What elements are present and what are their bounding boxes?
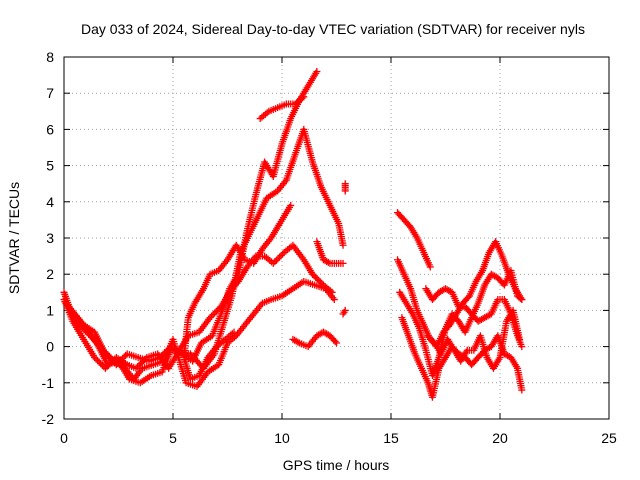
data-point bbox=[132, 364, 140, 372]
data-point bbox=[318, 280, 326, 288]
data-point bbox=[97, 360, 105, 368]
y-tick-label: 7 bbox=[46, 85, 54, 101]
y-tick-labels: -2 -1 0 1 2 3 4 5 6 7 8 bbox=[42, 49, 55, 427]
data-point bbox=[324, 258, 332, 266]
y-tick-label: 6 bbox=[46, 121, 54, 137]
data-point bbox=[91, 353, 99, 361]
plot-frame bbox=[63, 56, 610, 420]
data-point bbox=[339, 241, 347, 249]
y-tick-label: -1 bbox=[42, 375, 55, 391]
y-axis-label: SDTVAR / TECUs bbox=[6, 182, 22, 294]
data-point bbox=[464, 293, 472, 301]
data-point bbox=[115, 358, 123, 366]
data-point bbox=[92, 355, 100, 363]
y-tick-label: 1 bbox=[46, 302, 54, 318]
data-points bbox=[60, 67, 526, 401]
y-tick-label: -2 bbox=[42, 411, 55, 427]
series-track-b bbox=[60, 241, 336, 372]
data-point bbox=[206, 314, 214, 322]
data-point bbox=[119, 354, 127, 362]
y-tick-label: 5 bbox=[46, 158, 54, 174]
data-point bbox=[230, 328, 238, 336]
data-point bbox=[106, 354, 114, 362]
data-point bbox=[94, 357, 102, 365]
data-point bbox=[294, 338, 302, 346]
y-tick-label: 4 bbox=[46, 194, 54, 210]
data-point bbox=[518, 296, 526, 304]
x-tick-label: 0 bbox=[60, 430, 68, 446]
data-point bbox=[159, 350, 167, 358]
series-track-h bbox=[396, 267, 526, 401]
data-point bbox=[101, 364, 109, 372]
data-point bbox=[313, 67, 321, 75]
data-point bbox=[101, 350, 109, 358]
x-tick-label: 10 bbox=[274, 430, 290, 446]
x-tick-label: 15 bbox=[383, 430, 399, 446]
data-point bbox=[122, 351, 130, 359]
data-point bbox=[133, 363, 141, 371]
data-point bbox=[341, 187, 349, 195]
data-point bbox=[516, 335, 524, 343]
data-point bbox=[272, 256, 280, 264]
data-point bbox=[315, 276, 323, 284]
data-point bbox=[120, 353, 128, 361]
series-track-i bbox=[422, 285, 526, 372]
data-point bbox=[277, 252, 285, 260]
series-track-e bbox=[180, 93, 308, 383]
data-point bbox=[333, 339, 340, 347]
data-point bbox=[330, 296, 338, 304]
x-tick-label: 20 bbox=[492, 430, 508, 446]
data-point bbox=[112, 361, 120, 369]
data-point bbox=[103, 351, 111, 359]
data-point bbox=[271, 258, 279, 266]
data-point bbox=[109, 358, 117, 366]
data-point bbox=[164, 346, 172, 354]
data-point bbox=[339, 259, 347, 267]
data-point bbox=[105, 353, 113, 361]
data-point bbox=[300, 93, 308, 101]
x-tick-label: 5 bbox=[169, 430, 177, 446]
data-point bbox=[313, 275, 321, 283]
data-point bbox=[108, 356, 116, 364]
data-point bbox=[114, 359, 122, 367]
data-point bbox=[95, 358, 103, 366]
y-tick-label: 8 bbox=[46, 49, 54, 65]
data-point bbox=[161, 349, 169, 357]
data-point bbox=[331, 338, 339, 346]
chart-title: Day 033 of 2024, Sidereal Day-to-day VTE… bbox=[81, 21, 585, 37]
data-point bbox=[208, 312, 216, 320]
y-tick-label: 2 bbox=[46, 266, 54, 282]
data-point bbox=[339, 310, 347, 318]
data-point bbox=[276, 253, 284, 261]
x-tick-labels: 0 5 10 15 20 25 bbox=[60, 430, 617, 446]
data-point bbox=[269, 259, 277, 267]
y-tick-label: 3 bbox=[46, 230, 54, 246]
data-point bbox=[135, 361, 143, 369]
data-point bbox=[426, 263, 434, 271]
data-point bbox=[156, 353, 164, 361]
data-point bbox=[157, 352, 165, 360]
data-point bbox=[516, 294, 524, 302]
data-point bbox=[316, 278, 324, 286]
grid-lines bbox=[64, 57, 609, 419]
data-point bbox=[310, 272, 318, 280]
data-point bbox=[117, 356, 125, 364]
data-point bbox=[274, 255, 282, 263]
data-point bbox=[518, 386, 526, 394]
series-track-f bbox=[289, 180, 349, 351]
data-point bbox=[211, 309, 219, 317]
data-point bbox=[209, 311, 217, 319]
x-axis-label: GPS time / hours bbox=[283, 457, 390, 473]
data-point bbox=[279, 250, 287, 258]
data-point bbox=[518, 343, 526, 351]
data-point bbox=[328, 288, 336, 296]
data-point bbox=[312, 273, 320, 281]
y-tick-label: 0 bbox=[46, 339, 54, 355]
x-tick-label: 25 bbox=[601, 430, 617, 446]
data-point bbox=[162, 347, 170, 355]
data-point bbox=[309, 270, 317, 278]
